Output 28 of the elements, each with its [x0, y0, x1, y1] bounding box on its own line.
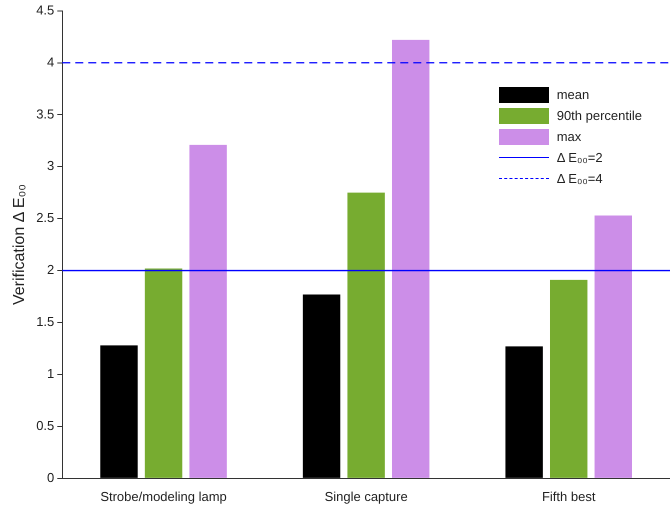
x-tick-label: Fifth best [542, 488, 596, 504]
y-tick-label: 0 [47, 470, 54, 485]
y-tick-label: 3.5 [36, 106, 54, 122]
bar [302, 294, 340, 478]
bar [505, 346, 543, 478]
y-tick-label: 2.5 [36, 210, 54, 226]
bar [347, 192, 385, 478]
bar [189, 144, 227, 478]
bar [392, 40, 430, 478]
y-tick-label: 3 [47, 158, 54, 174]
y-tick-label: 4.5 [36, 2, 54, 18]
legend-label: mean [556, 87, 590, 102]
x-tick-label: Single capture [324, 488, 408, 504]
bar [594, 216, 632, 478]
legend-label: Δ E₀₀=4 [556, 171, 603, 186]
bar [144, 268, 182, 478]
x-tick-label: Strobe/modeling lamp [100, 488, 227, 504]
bar [550, 280, 588, 478]
y-tick-label: 1.5 [36, 314, 54, 330]
legend-label: max [556, 129, 582, 144]
y-tick-label: 1 [47, 366, 54, 382]
y-axis-title: Verification Δ E₀₀ [11, 184, 28, 306]
y-tick-label: 4 [47, 54, 54, 70]
legend-label: Δ E₀₀=2 [556, 150, 603, 165]
y-tick-label: 0.5 [36, 418, 54, 434]
y-tick-label: 2 [47, 262, 54, 278]
legend-label: 90th percentile [556, 108, 642, 123]
bar [100, 345, 138, 478]
